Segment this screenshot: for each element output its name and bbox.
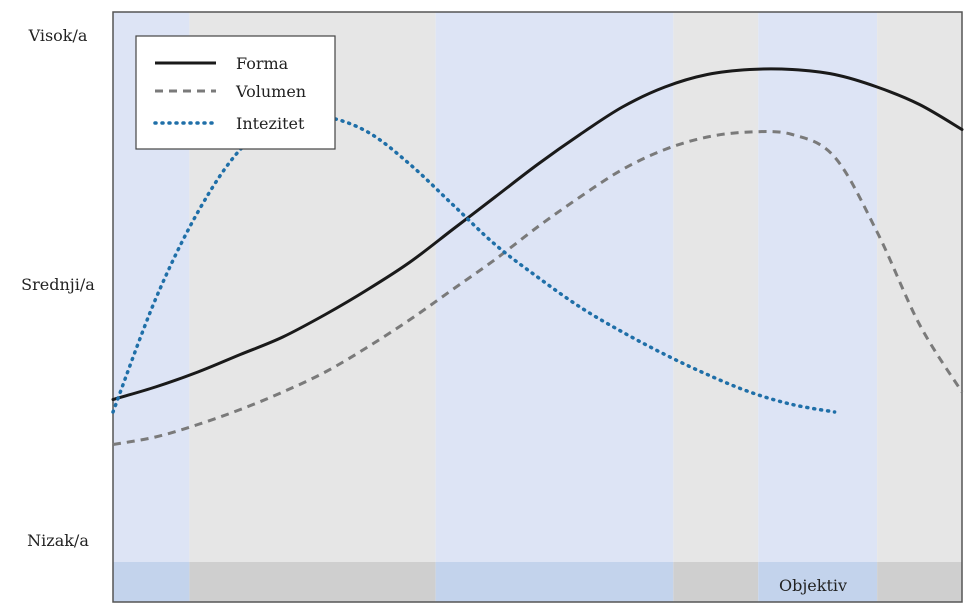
legend-label-volumen: Volumen — [235, 82, 306, 101]
phase-band — [435, 12, 674, 562]
y-tick-label-low: Nizak/a — [27, 531, 89, 550]
legend-label-intezitet: Intezitet — [236, 114, 305, 133]
series-line-forma — [111, 67, 964, 401]
phase-band — [877, 12, 962, 562]
phase-bar-segment — [758, 562, 878, 602]
phase-bands — [113, 12, 962, 562]
phase-band — [673, 12, 759, 562]
phase-label-objektiv: Objektiv — [779, 576, 847, 595]
phase-band — [758, 12, 878, 562]
series-line-intezitet — [111, 113, 837, 414]
phase-bar-segment — [877, 562, 962, 602]
y-tick-label-mid: Srednji/a — [21, 275, 95, 294]
phase-bar-segment — [673, 562, 759, 602]
plot-frame — [112, 11, 963, 603]
y-tick-label-high: Visok/a — [28, 26, 88, 45]
phase-bar-segment — [113, 562, 190, 602]
series-line-volumen — [112, 130, 964, 446]
legend: Forma Volumen Intezitet — [135, 35, 336, 150]
phase-bottom-bar — [113, 562, 962, 602]
phase-bar-segment — [189, 562, 436, 602]
legend-label-forma: Forma — [236, 54, 289, 73]
phase-bar-segment — [435, 562, 674, 602]
series-layer — [111, 67, 964, 446]
